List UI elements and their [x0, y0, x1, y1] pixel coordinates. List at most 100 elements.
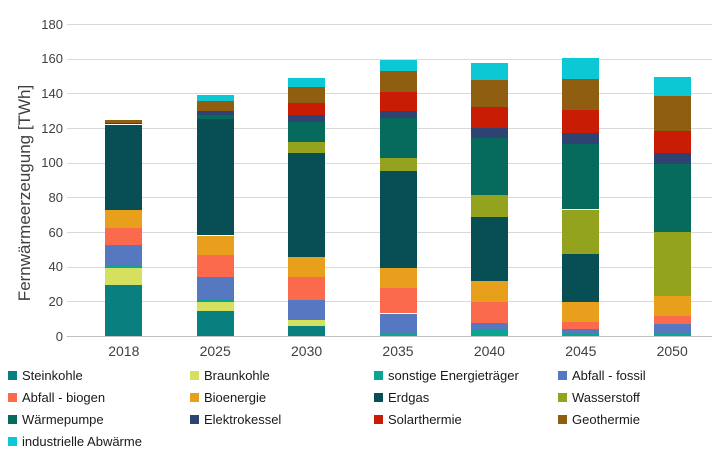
legend-label: Solarthermie — [388, 411, 462, 427]
bar-segment-2040-solarthermie — [470, 107, 508, 128]
y-tick-label: 80 — [48, 189, 63, 205]
bar-segment-2035-elektrokessel — [379, 110, 417, 118]
bar-segment-2040-abfall-biogen — [470, 302, 508, 323]
bar-segment-2045-geothermie — [562, 78, 600, 110]
y-tick-label: 160 — [41, 51, 63, 67]
legend-swatch-icon — [374, 414, 383, 424]
legend-item-braunkohle: Braunkohle — [190, 367, 270, 383]
bar-segment-2045-solarthermie — [562, 109, 600, 134]
bar-segment-2030-abfall-biogen — [288, 277, 326, 300]
bar-segment-2050-abfall-biogen — [653, 316, 691, 324]
legend-label: Wärmepumpe — [22, 411, 104, 427]
bar-segment-2025-braunkohle — [196, 302, 234, 311]
legend-label: Erdgas — [388, 389, 430, 405]
bar-segment-2018-erdgas — [105, 124, 143, 211]
y-tick-label: 100 — [41, 155, 63, 171]
bar-segment-2045-elektrokessel — [562, 133, 600, 144]
y-tick-label: 0 — [55, 328, 63, 344]
bar-segment-2035-erdgas — [379, 171, 417, 269]
y-tick-label: 140 — [41, 85, 63, 101]
legend-label: Steinkohle — [22, 367, 83, 383]
legend-swatch-icon — [190, 414, 199, 424]
bar-segment-2025-geothermie — [196, 101, 234, 111]
bar-segment-2025-steinkohle — [196, 310, 234, 336]
bar-segment-2018-steinkohle — [105, 284, 143, 336]
bar-segment-2035-bioenergie — [379, 268, 417, 289]
bar-segment-2045-wasserstoff — [562, 209, 600, 254]
legend-swatch-icon — [374, 392, 383, 402]
bar-segment-2030-elektrokessel — [288, 115, 326, 122]
legend-item-elektrokessel: Elektrokessel — [190, 411, 282, 427]
y-tick-label: 120 — [41, 120, 63, 136]
legend-swatch-icon — [558, 414, 567, 424]
legend-swatch-icon — [8, 392, 17, 402]
bar-segment-2050-bioenergie — [653, 296, 691, 316]
x-tick-label: 2025 — [199, 343, 231, 359]
y-tick-label: 180 — [41, 16, 63, 32]
bar-segment-2050-w-rmepumpe — [653, 164, 691, 232]
legend-item-abfall-biogen: Abfall - biogen — [8, 390, 105, 405]
x-tick-label: 2045 — [565, 343, 597, 359]
bar-segment-2050-geothermie — [653, 96, 691, 131]
bar-segment-2035-abfall-fossil — [379, 313, 417, 335]
legend-label: sonstige Energieträger — [388, 367, 519, 383]
bar-segment-2040-sonstige-energietr-ger — [470, 329, 508, 336]
bar-segment-2025-abfall-fossil — [196, 277, 234, 299]
bar-segment-2018-elektrokessel — [105, 122, 143, 125]
bar-segment-2040-wasserstoff — [470, 194, 508, 218]
bar-segment-2025-industrielle-abw-rme — [196, 95, 234, 102]
bar-segment-2018-sonstige-energietr-ger — [105, 264, 143, 269]
x-tick-label: 2030 — [291, 343, 323, 359]
legend-item-w-rmepumpe: Wärmepumpe — [8, 411, 104, 427]
bar-segment-2050-abfall-fossil — [653, 323, 691, 334]
legend-label: Elektrokessel — [204, 411, 282, 427]
y-tick-label: 20 — [48, 293, 63, 309]
bar-segment-2040-industrielle-abw-rme — [470, 63, 508, 81]
legend-item-wasserstoff: Wasserstoff — [558, 389, 640, 405]
bar-segment-2025-erdgas — [196, 119, 234, 236]
bar-segment-2025-w-rmepumpe — [196, 115, 234, 120]
x-tick-label: 2018 — [108, 343, 140, 359]
legend-label: Geothermie — [572, 411, 640, 427]
legend-label: Bioenergie — [204, 389, 267, 405]
legend-label: Braunkohle — [204, 367, 270, 383]
bar-segment-2035-w-rmepumpe — [379, 117, 417, 159]
bar-segment-2050-elektrokessel — [653, 153, 691, 165]
bar-segment-2050-wasserstoff — [653, 232, 691, 297]
x-tick-label: 2035 — [382, 343, 414, 359]
bar-segment-2018-geothermie — [105, 120, 143, 123]
bar-segment-2040-w-rmepumpe — [470, 137, 508, 195]
bar-segment-2045-w-rmepumpe — [562, 143, 600, 210]
bar-segment-2030-wasserstoff — [288, 141, 326, 154]
legend-item-geothermie: Geothermie — [558, 411, 640, 427]
legend-item-bioenergie: Bioenergie — [190, 389, 267, 405]
bar-segment-2030-abfall-fossil — [288, 299, 326, 321]
bar-segment-2050-sonstige-energietr-ger — [653, 333, 691, 336]
bar-segment-2018-abfall-biogen — [105, 227, 143, 245]
legend-swatch-icon — [558, 392, 567, 402]
bar-segment-2045-abfall-biogen — [562, 322, 600, 329]
legend-item-erdgas: Erdgas — [374, 389, 430, 405]
bar-segment-2018-abfall-fossil — [105, 245, 143, 265]
legend-swatch-icon — [190, 370, 199, 380]
bar-segment-2030-solarthermie — [288, 102, 326, 115]
bar-segment-2045-abfall-fossil — [562, 329, 600, 335]
bar-segment-2045-bioenergie — [562, 302, 600, 323]
bar-segment-2040-geothermie — [470, 80, 508, 108]
bar-segment-2040-elektrokessel — [470, 128, 508, 138]
bar-segment-2030-braunkohle — [288, 320, 326, 326]
bar-segment-2035-industrielle-abw-rme — [379, 59, 417, 71]
bar-segment-2025-bioenergie — [196, 235, 234, 255]
bar-segment-2040-erdgas — [470, 217, 508, 282]
x-tick-label: 2050 — [656, 343, 688, 359]
legend-item-solarthermie: Solarthermie — [374, 411, 462, 427]
legend-label: Wasserstoff — [572, 389, 640, 405]
x-tick-label: 2040 — [473, 343, 505, 359]
legend-swatch-icon — [8, 370, 17, 380]
bar-segment-2050-industrielle-abw-rme — [653, 76, 691, 96]
legend-swatch-icon — [190, 392, 199, 402]
gridline — [67, 24, 712, 26]
legend-swatch-icon — [558, 370, 567, 380]
bar-segment-2030-erdgas — [288, 153, 326, 258]
bar-segment-2035-wasserstoff — [379, 158, 417, 172]
